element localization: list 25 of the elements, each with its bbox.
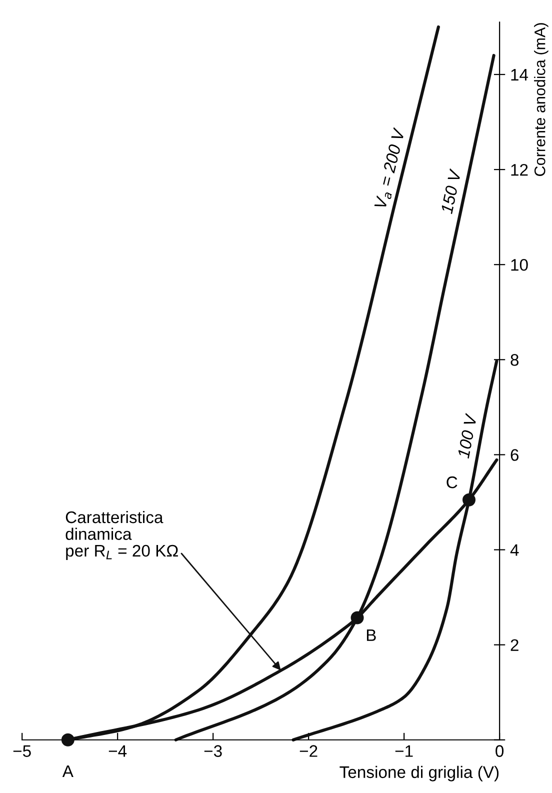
y-tick-label: 4 xyxy=(510,544,519,556)
x-tick-label: −2 xyxy=(300,745,318,757)
point xyxy=(350,611,364,624)
x-tick-label: −5 xyxy=(13,745,31,757)
annotation: B xyxy=(366,629,376,641)
y-tick-label: 2 xyxy=(510,639,518,651)
point xyxy=(462,493,476,506)
y-tick-label: 10 xyxy=(511,258,528,271)
y-tick-label: 8 xyxy=(510,354,519,366)
y-axis-title: Corrente anodica (mA) xyxy=(534,23,548,176)
text: 100 V xyxy=(457,412,478,459)
y-tick-label: 12 xyxy=(511,164,528,176)
x-axis-title: Tensione di griglia (V) xyxy=(340,766,499,782)
text: 150 V xyxy=(440,168,462,214)
x-tick-label: −4 xyxy=(108,745,127,757)
annotation: C xyxy=(446,476,458,488)
annotation: Caratteristica dinamica per R$_{L}$ = 20 KΩ xyxy=(66,510,178,560)
x-tick-label: 0 xyxy=(496,745,504,757)
x-tick-label: −1 xyxy=(395,745,413,757)
point xyxy=(61,733,74,746)
y-tick-label: 6 xyxy=(510,449,519,461)
annotation: A xyxy=(62,765,74,777)
text: V$_{a}$ = 200 V xyxy=(374,127,408,210)
x-tick-label: −3 xyxy=(204,745,222,757)
y-tick-label: 14 xyxy=(511,69,528,81)
